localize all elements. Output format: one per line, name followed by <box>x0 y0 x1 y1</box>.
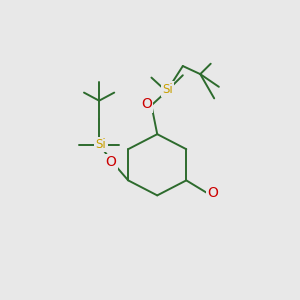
Text: Si: Si <box>162 82 173 96</box>
Text: O: O <box>207 186 218 200</box>
Text: O: O <box>105 155 116 169</box>
Text: O: O <box>141 97 152 111</box>
Text: Si: Si <box>96 138 106 151</box>
